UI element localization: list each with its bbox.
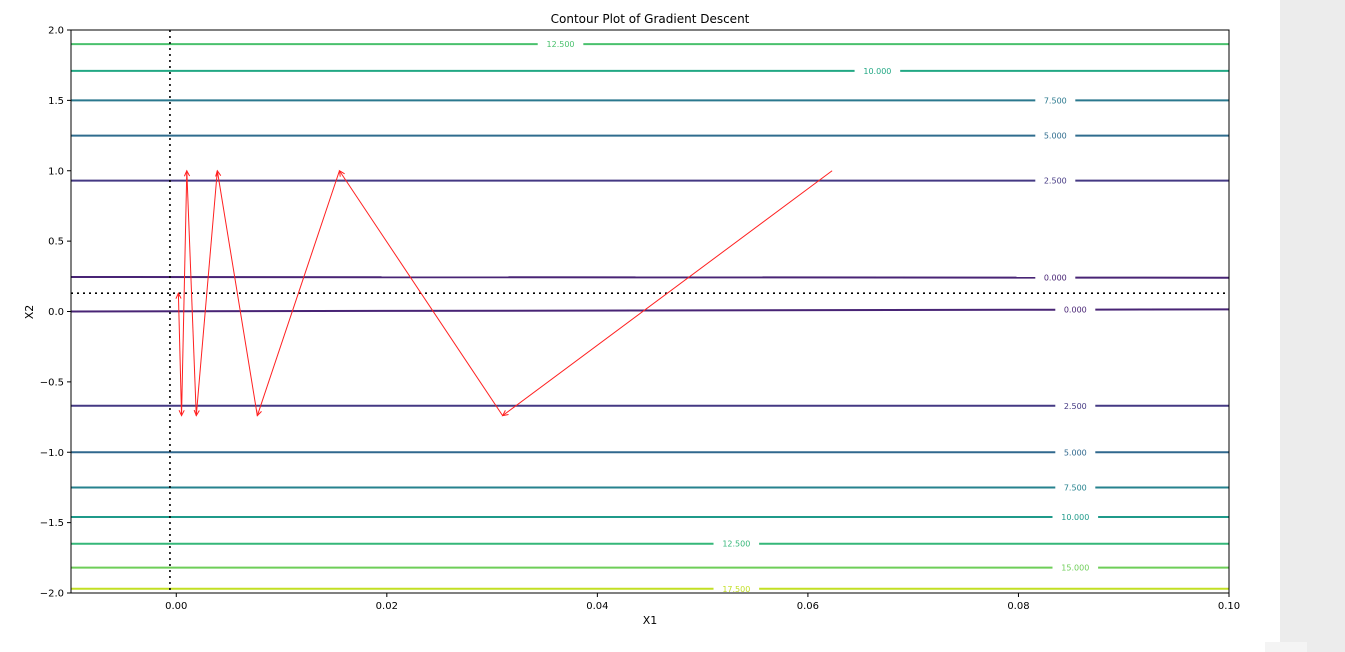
y-tick-label: 0.5 — [48, 237, 64, 248]
chart-title: Contour Plot of Gradient Descent — [551, 12, 750, 26]
contour-7: 2.500 — [71, 402, 1229, 411]
y-tick-label: −1.0 — [40, 448, 64, 459]
contour-label: 2.500 — [1044, 177, 1067, 186]
contour-label: 5.000 — [1064, 448, 1087, 457]
contour-0: 12.500 — [71, 40, 1229, 49]
descent-path — [175, 169, 833, 417]
y-tick-label: 1.0 — [48, 166, 64, 177]
descent-step-7 — [175, 292, 183, 416]
y-axis-label: X2 — [23, 305, 36, 320]
contour-label: 15.000 — [1061, 564, 1089, 573]
contour-9: 7.500 — [71, 483, 1229, 492]
contour-3: 5.000 — [71, 132, 1229, 141]
y-tick-label: 2.0 — [48, 26, 64, 37]
y-tick-label: 0.0 — [48, 307, 64, 318]
descent-segment — [181, 170, 188, 416]
x-tick-label: 0.08 — [1007, 601, 1029, 612]
contour-label: 12.500 — [547, 40, 575, 49]
contour-11: 12.500 — [71, 540, 1229, 549]
x-tick-label: 0.10 — [1218, 601, 1240, 612]
descent-segment — [502, 170, 833, 417]
contour-segment-left — [70, 276, 1036, 279]
y-tick-label: −1.5 — [40, 518, 64, 529]
contour-4: 2.500 — [71, 177, 1229, 186]
contour-label: 12.500 — [722, 540, 750, 549]
x-tick-label: 0.06 — [797, 601, 819, 612]
contour-label: 7.500 — [1064, 483, 1087, 492]
contour-label: 0.000 — [1064, 306, 1087, 315]
y-tick-label: −0.5 — [40, 377, 64, 388]
contour-label: 2.500 — [1064, 402, 1087, 411]
contour-label: 0.000 — [1044, 274, 1067, 283]
descent-arrowhead — [175, 292, 182, 299]
y-tick-label: −2.0 — [40, 589, 64, 600]
contour-8: 5.000 — [71, 448, 1229, 457]
contour-segment-left — [70, 308, 1056, 313]
contour-10: 10.000 — [71, 513, 1229, 522]
x-tick-label: 0.00 — [165, 601, 187, 612]
contour-5: 0.000 — [70, 274, 1230, 283]
contour-12: 15.000 — [71, 564, 1229, 573]
descent-segment — [177, 293, 183, 416]
descent-segment — [216, 170, 258, 416]
contour-6: 0.000 — [70, 306, 1230, 315]
descent-segment — [339, 170, 504, 416]
contour-2: 7.500 — [71, 96, 1229, 105]
y-axis-ticks: 2.0 1.5 1.0 0.5 0.0 −0.5 −1.0 −1.5 −2.0 — [40, 26, 71, 600]
reference-lines — [71, 30, 1229, 593]
right-panel — [1280, 0, 1345, 652]
descent-segment — [186, 170, 197, 416]
scroll-corner — [1265, 642, 1307, 652]
contour-label: 5.000 — [1044, 132, 1067, 141]
contour-label: 7.500 — [1044, 96, 1067, 105]
descent-segment — [195, 170, 218, 416]
contour-label: 10.000 — [863, 67, 891, 76]
contour-label: 10.000 — [1061, 513, 1089, 522]
x-tick-label: 0.02 — [376, 601, 398, 612]
contour-13: 17.500 — [71, 585, 1229, 594]
contour-lines: 12.500 10.000 7.500 5.000 2.500 0.000 0.000 2.5… — [70, 40, 1230, 594]
x-tick-label: 0.04 — [586, 601, 608, 612]
contour-1: 10.000 — [71, 67, 1229, 76]
x-axis-ticks: 0.00 0.02 0.04 0.06 0.08 0.10 — [165, 593, 1240, 612]
descent-arrowhead — [338, 169, 345, 177]
y-tick-label: 1.5 — [48, 96, 64, 107]
contour-label: 17.500 — [722, 585, 750, 594]
descent-segment — [256, 170, 340, 416]
x-axis-label: X1 — [643, 614, 658, 627]
descent-step-1 — [338, 169, 504, 416]
